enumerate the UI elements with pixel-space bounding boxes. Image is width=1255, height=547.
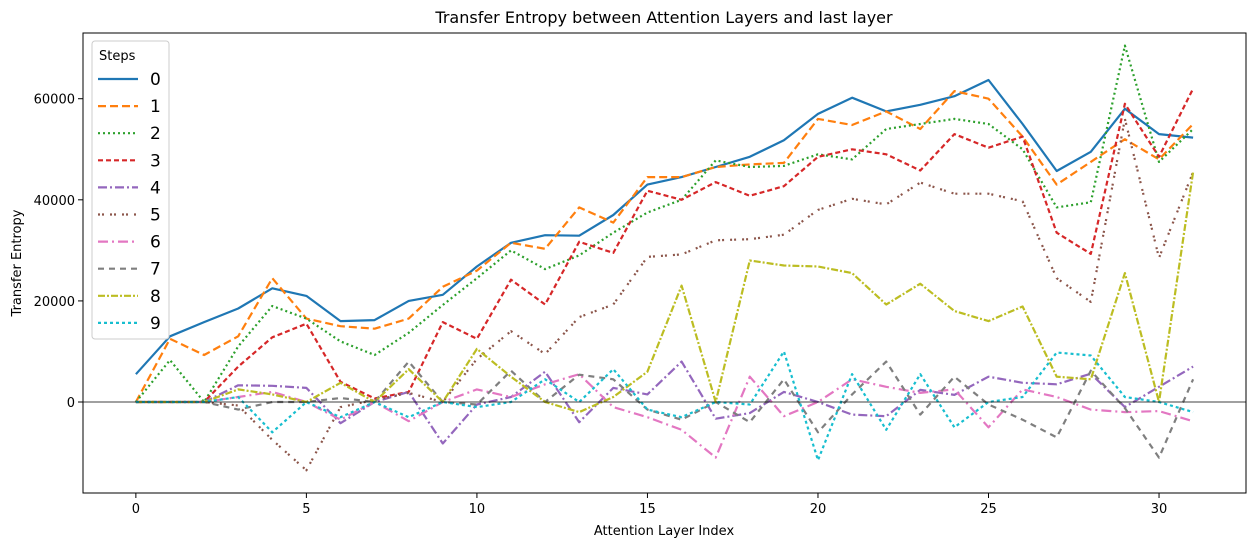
x-tick-label: 30 [1151, 502, 1168, 517]
x-axis-ticks: 0 5 10 15 20 25 30 [132, 493, 1168, 517]
series-9-line [135, 350, 1194, 462]
x-tick-label: 0 [132, 502, 140, 517]
series-0-line [135, 78, 1194, 375]
series-3-line [135, 88, 1195, 404]
x-tick-label: 25 [980, 502, 997, 517]
legend-label-8: 8 [150, 287, 161, 307]
plot-lines [134, 44, 1195, 472]
legend-label-0: 0 [150, 70, 161, 90]
x-tick-label: 5 [302, 502, 310, 517]
legend-label-5: 5 [150, 206, 161, 226]
legend-label-2: 2 [150, 124, 161, 144]
series-8-line [135, 171, 1195, 414]
x-tick-label: 15 [639, 502, 656, 517]
legend-label-6: 6 [150, 233, 161, 253]
chart-title: Transfer Entropy between Attention Layer… [434, 8, 893, 27]
legend-label-3: 3 [150, 151, 161, 171]
y-tick-label: 0 [67, 396, 75, 411]
y-tick-label: 40000 [34, 194, 75, 209]
legend-title: Steps [99, 49, 136, 64]
y-tick-label: 20000 [34, 295, 75, 310]
x-tick-label: 20 [810, 502, 827, 517]
y-axis-label: Transfer Entropy [10, 209, 25, 317]
x-tick-label: 10 [469, 502, 486, 517]
legend: Steps 0 1 2 3 4 5 6 7 8 9 [91, 40, 170, 340]
plot-frame [82, 32, 1247, 494]
x-axis-label: Attention Layer Index [594, 524, 735, 539]
legend-label-1: 1 [150, 97, 161, 117]
legend-label-9: 9 [150, 314, 161, 334]
legend-items: 0 1 2 3 4 5 6 7 8 9 [98, 70, 161, 334]
series-1-line [134, 89, 1194, 403]
series-7-line [135, 360, 1195, 459]
y-axis-ticks: 0 20000 40000 60000 [34, 93, 83, 411]
series-2-line [135, 44, 1194, 404]
series-4-line [135, 360, 1194, 445]
y-tick-label: 60000 [34, 93, 75, 108]
legend-label-4: 4 [150, 178, 161, 198]
series-6-line [135, 373, 1194, 459]
legend-label-7: 7 [150, 260, 161, 280]
legend-box [91, 40, 170, 340]
series-5-line [135, 117, 1195, 472]
